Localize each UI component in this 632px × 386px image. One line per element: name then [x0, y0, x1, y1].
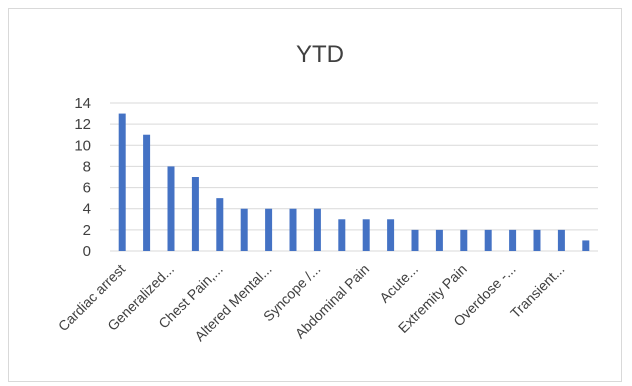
y-tick-label: 12 [74, 116, 91, 133]
gridlines [110, 102, 598, 252]
bar [313, 208, 321, 251]
bar [509, 229, 517, 251]
x-tick-label: Acute... [376, 261, 421, 306]
bar [167, 166, 175, 251]
bar [191, 177, 199, 251]
bar [484, 229, 492, 251]
y-axis-tick-labels: 0 2 4 6 8 10 12 14 [74, 95, 91, 260]
bar [387, 219, 395, 251]
y-tick-label: 2 [83, 222, 91, 239]
bar [338, 219, 346, 251]
y-tick-label: 6 [83, 180, 91, 197]
bar [240, 208, 248, 251]
y-tick-label: 4 [83, 201, 91, 218]
bar [216, 198, 224, 251]
bar [118, 113, 126, 251]
y-tick-label: 8 [83, 158, 91, 175]
bar [265, 208, 273, 251]
chart-title: YTD [296, 41, 344, 68]
bar [411, 229, 419, 251]
bar [533, 229, 541, 251]
bar [289, 208, 297, 251]
y-tick-label: 14 [74, 95, 91, 112]
bar [557, 229, 565, 251]
chart-frame [8, 8, 622, 382]
bars [118, 113, 590, 251]
y-tick-label: 10 [74, 137, 91, 154]
y-tick-label: 0 [83, 243, 91, 260]
bar [362, 219, 370, 251]
bar [435, 229, 443, 251]
bar [582, 240, 590, 251]
bar [143, 134, 151, 251]
bar [460, 229, 468, 251]
